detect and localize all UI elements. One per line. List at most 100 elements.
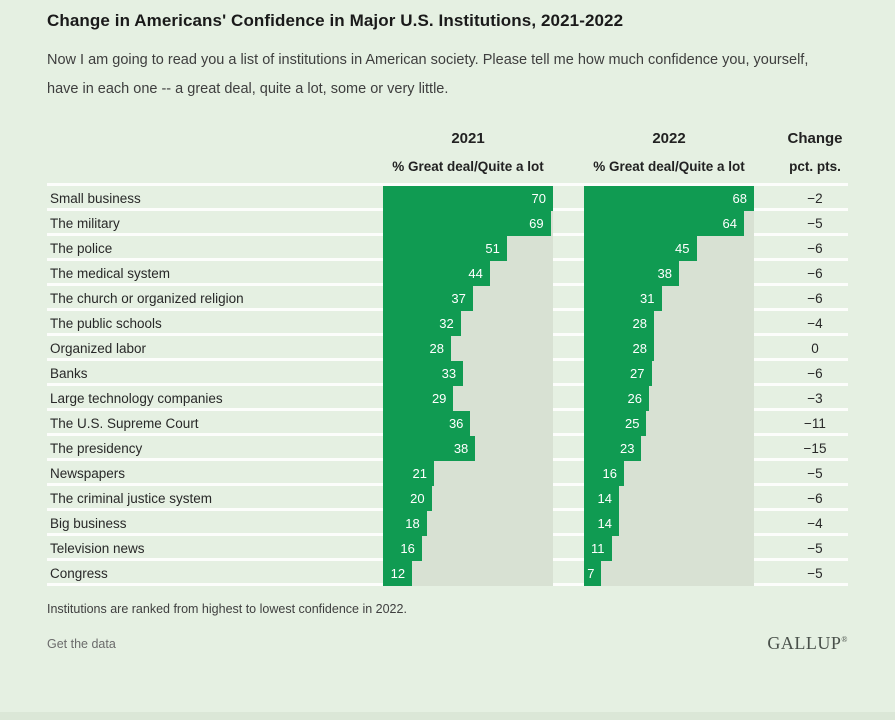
- bar-2022: 7: [584, 561, 602, 586]
- bar-2021: 32: [383, 311, 461, 336]
- bar-2021-value: 16: [400, 541, 415, 556]
- institution-label: Large technology companies: [50, 391, 223, 406]
- bar-2022-value: 28: [632, 341, 647, 356]
- bar-table: Small business 70 68 −2 The military 69 64 −5 Th…: [47, 183, 848, 586]
- change-value: −3: [807, 391, 823, 406]
- bar-2021-track: 70: [383, 186, 553, 211]
- bar-2022-track: 23: [584, 436, 754, 461]
- bar-2022-value: 23: [620, 441, 635, 456]
- bar-2021: 28: [383, 336, 451, 361]
- bar-2022-value: 7: [587, 566, 595, 581]
- table-row: Banks 33 27 −6: [47, 361, 848, 386]
- institution-label: The medical system: [50, 266, 171, 281]
- bar-2021: 33: [383, 361, 464, 386]
- bar-2022: 14: [584, 486, 619, 511]
- page-bottom-edge: [0, 712, 895, 720]
- column-header-change: Change: [787, 130, 843, 147]
- bar-2021: 21: [383, 461, 434, 486]
- change-value: −4: [807, 316, 823, 331]
- column-year-headers: 2021 2022 Change: [47, 130, 848, 148]
- bar-2021-value: 51: [485, 241, 500, 256]
- bar-2021: 44: [383, 261, 490, 286]
- bar-2021: 38: [383, 436, 476, 461]
- bar-2022-value: 64: [722, 216, 737, 231]
- gallup-logo: GALLUP®: [767, 633, 848, 653]
- bar-2022-track: 64: [584, 211, 754, 236]
- bar-2022-track: 45: [584, 236, 754, 261]
- table-row: Newspapers 21 16 −5: [47, 461, 848, 486]
- institution-label: Organized labor: [50, 341, 147, 356]
- change-value: 0: [811, 341, 819, 356]
- get-the-data-link[interactable]: Get the data: [47, 636, 116, 651]
- bar-2022-track: 14: [584, 511, 754, 536]
- bar-2021: 37: [383, 286, 473, 311]
- bar-2022: 38: [584, 261, 679, 286]
- column-measure-change: pct. pts.: [789, 159, 841, 174]
- institution-label: The military: [50, 216, 120, 231]
- bar-2021: 12: [383, 561, 413, 586]
- bar-2022-track: 68: [584, 186, 754, 211]
- table-row: The police 51 45 −6: [47, 236, 848, 261]
- bar-2022: 64: [584, 211, 744, 236]
- table-row: The church or organized religion 37 31 −6: [47, 286, 848, 311]
- registered-mark: ®: [841, 635, 848, 644]
- bar-2022: 28: [584, 311, 654, 336]
- bar-2022-track: 11: [584, 536, 754, 561]
- bar-2021-track: 69: [383, 211, 553, 236]
- bar-2022-value: 68: [732, 191, 747, 206]
- bar-2022: 28: [584, 336, 654, 361]
- bar-2022-track: 28: [584, 311, 754, 336]
- institution-label: The criminal justice system: [50, 491, 213, 506]
- column-measure-2022: % Great deal/Quite a lot: [593, 159, 745, 174]
- change-value: −5: [807, 466, 823, 481]
- bar-2021-value: 70: [531, 191, 546, 206]
- bar-2021-value: 69: [529, 216, 544, 231]
- bar-2021-track: 38: [383, 436, 553, 461]
- institution-label: Newspapers: [50, 466, 126, 481]
- bar-2021-value: 33: [441, 366, 457, 381]
- bar-2021: 16: [383, 536, 422, 561]
- bar-2022: 25: [584, 411, 647, 436]
- bar-2021-value: 37: [451, 291, 466, 306]
- bar-2022: 16: [584, 461, 624, 486]
- column-header-2021: 2021: [451, 130, 485, 147]
- bar-2022: 26: [584, 386, 649, 411]
- institution-label: The public schools: [50, 316, 162, 331]
- bar-2021-track: 32: [383, 311, 553, 336]
- column-measure-headers: % Great deal/Quite a lot % Great deal/Qu…: [47, 158, 848, 175]
- change-value: −11: [804, 416, 826, 431]
- bar-2021-track: 44: [383, 261, 553, 286]
- institution-label: Big business: [50, 516, 127, 531]
- bar-2021-value: 38: [453, 441, 469, 456]
- bar-2021-track: 18: [383, 511, 553, 536]
- table-row: Organized labor 28 28 0: [47, 336, 848, 361]
- bar-2022-value: 27: [630, 366, 645, 381]
- bar-2021-value: 12: [390, 566, 406, 581]
- bar-2022: 11: [584, 536, 612, 561]
- bar-2021: 36: [383, 411, 471, 436]
- bar-2022-value: 14: [597, 516, 612, 531]
- institution-label: Banks: [50, 366, 88, 381]
- table-row: The public schools 32 28 −4: [47, 311, 848, 336]
- table-row: Big business 18 14 −4: [47, 511, 848, 536]
- bar-2021-value: 44: [468, 266, 483, 281]
- table-row: The presidency 38 23 −15: [47, 436, 848, 461]
- bar-2022: 23: [584, 436, 642, 461]
- institution-label: The church or organized religion: [50, 291, 244, 306]
- bar-2021-track: 51: [383, 236, 553, 261]
- table-row: Television news 16 11 −5: [47, 536, 848, 561]
- change-value: −6: [807, 366, 823, 381]
- bar-2021-track: 20: [383, 486, 553, 511]
- institution-label: The police: [50, 241, 113, 256]
- bar-2022-value: 14: [597, 491, 612, 506]
- bar-2021: 51: [383, 236, 507, 261]
- bar-2021-track: 28: [383, 336, 553, 361]
- bar-2022-value: 31: [640, 291, 655, 306]
- chart-subtitle: Now I am going to read you a list of ins…: [47, 52, 809, 97]
- institution-label: The presidency: [50, 441, 143, 456]
- table-row: The medical system 44 38 −6: [47, 261, 848, 286]
- bar-2021-value: 32: [439, 316, 454, 331]
- bar-2021-value: 20: [410, 491, 425, 506]
- table-row: Congress 12 7 −5: [47, 561, 848, 586]
- bar-2021-value: 29: [431, 391, 447, 406]
